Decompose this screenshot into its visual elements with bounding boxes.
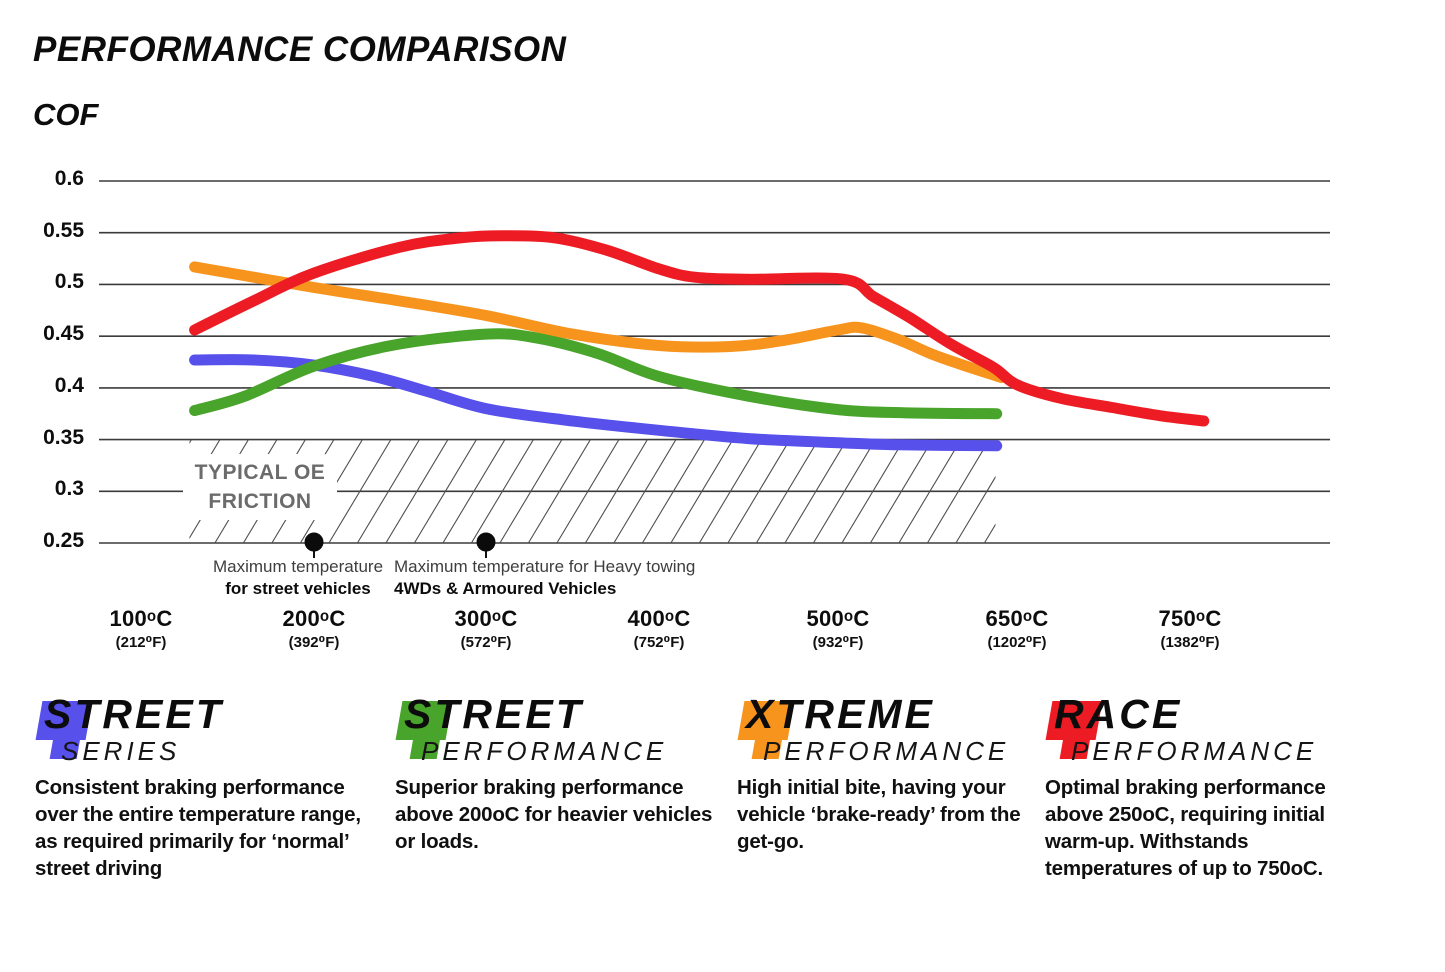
x-tick-300c: 300ᵒC (572⁰F) [454,606,517,651]
line-street-series [189,354,1003,452]
annotation-line2: 4WDs & Armoured Vehicles [394,579,617,598]
x-tick-fahrenheit: (1382⁰F) [1160,634,1220,651]
line-xtreme-performance [189,261,1007,383]
max-temp-heavy-towing-annotation: Maximum temperature for Heavy towing 4WD… [394,556,695,600]
y-tick-label: 0.55 [43,219,84,242]
y-tick-label: 0.4 [54,374,84,397]
street-series-logo: STREET SERIES [35,691,365,766]
legend-item-street-series: STREET SERIES Consistent braking perform… [35,691,365,880]
x-tick-fahrenheit: (212⁰F) [115,634,167,651]
x-tick-400c: 400ᵒC (752⁰F) [627,606,690,651]
y-tick-label: 0.5 [54,270,84,293]
logo-word1: STREET [404,691,584,737]
legend-description: High initial bite, having your vehicle ‘… [737,776,1021,853]
logo-word2: PERFORMANCE [421,736,668,766]
page-title: PERFORMANCE COMPARISON [33,30,567,69]
y-tick-label: 0.35 [43,426,84,449]
y-tick-label: 0.3 [54,477,84,500]
race-performance-logo: RACE PERFORMANCE [1045,691,1375,766]
logo-word2: SERIES [61,736,181,766]
legend-item-xtreme-performance: XTREME PERFORMANCE High initial bite, ha… [737,691,1022,853]
typical-oe-friction-band [189,439,996,544]
x-tick-celsius: 500ᵒC [806,606,870,631]
logo-word1: RACE [1054,691,1183,737]
x-tick-celsius: 100ᵒC [109,606,173,631]
logo-word2: PERFORMANCE [1071,736,1318,766]
logo-word2: PERFORMANCE [763,736,1010,766]
x-tick-650c: 650ᵒC (1202⁰F) [985,606,1048,651]
max-temp-street-annotation: Maximum temperature for street vehicles [213,556,383,600]
x-tick-celsius: 300ᵒC [454,606,518,631]
x-tick-celsius: 200ᵒC [282,606,346,631]
annotation-line1: Maximum temperature for Heavy towing [394,557,696,576]
logo-word1: STREET [44,691,224,737]
x-tick-fahrenheit: (1202⁰F) [987,634,1047,651]
legend-item-race-performance: RACE PERFORMANCE Optimal braking perform… [1045,691,1375,880]
x-tick-fahrenheit: (752⁰F) [633,634,685,651]
street-performance-logo: STREET PERFORMANCE [395,691,720,766]
x-tick-200c: 200ᵒC (392⁰F) [282,606,345,651]
x-tick-fahrenheit: (572⁰F) [460,634,512,651]
max-temp-marker [476,532,496,552]
line-street-performance [189,328,1003,420]
y-tick-label: 0.6 [54,167,84,190]
typical-oe-friction-label-line2: FRICTION [208,490,312,513]
x-tick-celsius: 400ᵒC [627,606,691,631]
y-axis-title: COF [33,97,99,132]
x-tick-fahrenheit: (392⁰F) [288,634,340,651]
y-tick-label: 0.25 [43,529,84,552]
x-tick-celsius: 750ᵒC [1158,606,1222,631]
legend-description: Optimal braking performance above 250oC,… [1045,776,1326,880]
x-tick-100c: 100ᵒC (212⁰F) [109,606,172,651]
logo-word1: XTREME [746,691,935,737]
xtreme-performance-logo: XTREME PERFORMANCE [737,691,1022,766]
max-temp-marker [304,532,324,552]
legend-description: Consistent braking performance over the … [35,776,361,880]
x-tick-celsius: 650ᵒC [985,606,1049,631]
y-tick-label: 0.45 [43,322,84,345]
annotation-line2: for street vehicles [225,579,371,598]
performance-chart-canvas [99,180,1330,559]
annotation-line1: Maximum temperature [212,557,384,576]
x-tick-500c: 500ᵒC (932⁰F) [806,606,869,651]
typical-oe-friction-label-line1: TYPICAL OE [194,461,326,484]
legend-description: Superior braking performance above 200oC… [395,776,713,853]
line-race-performance [189,230,1210,427]
typical-oe-friction-label: TYPICAL OE FRICTION [183,454,337,520]
x-tick-fahrenheit: (932⁰F) [812,634,864,651]
legend-item-street-performance: STREET PERFORMANCE Superior braking perf… [395,691,720,853]
x-tick-750c: 750ᵒC (1382⁰F) [1158,606,1221,651]
